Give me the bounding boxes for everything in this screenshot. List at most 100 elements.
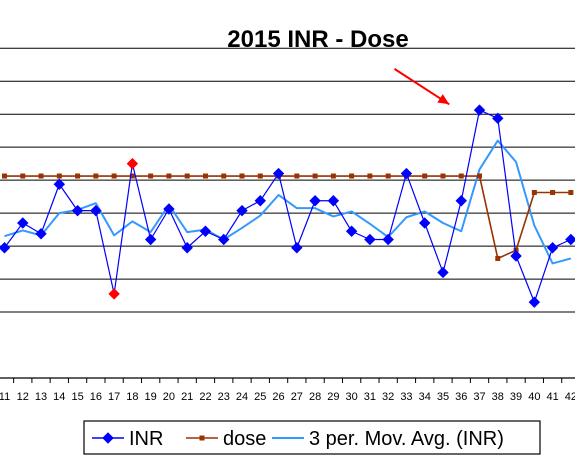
x-tick-label: 29 bbox=[327, 391, 339, 403]
inr-point bbox=[53, 178, 66, 190]
inr-point bbox=[492, 112, 504, 125]
inr-point bbox=[455, 195, 467, 207]
dose-point bbox=[513, 247, 519, 253]
dose-point bbox=[166, 173, 172, 179]
dose-point bbox=[184, 173, 190, 179]
dose-point bbox=[495, 255, 501, 261]
annotation-arrow-head bbox=[437, 94, 450, 105]
dose-point bbox=[2, 173, 7, 179]
x-tick-label: 40 bbox=[528, 391, 540, 403]
inr-point bbox=[437, 266, 449, 279]
series-line bbox=[4, 175, 571, 260]
inr-point bbox=[327, 195, 340, 207]
x-tick-label: 36 bbox=[455, 391, 467, 403]
legend-box bbox=[83, 420, 541, 455]
inr-point bbox=[272, 167, 285, 180]
series-inr bbox=[0, 104, 575, 308]
x-tick-label: 28 bbox=[309, 391, 321, 403]
x-tick-label: 23 bbox=[218, 391, 230, 403]
dose-point bbox=[349, 173, 355, 179]
inr-point bbox=[528, 296, 541, 308]
x-tick-label: 24 bbox=[236, 391, 248, 403]
legend-swatch-marker bbox=[102, 432, 114, 444]
inr-point bbox=[254, 195, 266, 207]
dose-point bbox=[221, 173, 227, 179]
inr-point bbox=[0, 242, 11, 254]
x-tick-label: 31 bbox=[364, 391, 376, 403]
inr-point bbox=[199, 225, 212, 237]
inr-point bbox=[35, 228, 47, 240]
x-tick-label: 35 bbox=[437, 391, 449, 403]
legend-label: INR bbox=[129, 428, 163, 450]
dose-point bbox=[440, 173, 446, 179]
inr-point bbox=[309, 195, 321, 207]
inr-point bbox=[345, 225, 358, 237]
inr-point bbox=[218, 233, 230, 246]
x-tick-label: 20 bbox=[163, 391, 175, 403]
chart-title: 2015 INR - Dose bbox=[227, 26, 408, 53]
inr-point bbox=[17, 217, 29, 229]
inr-point bbox=[473, 104, 486, 116]
dose-point bbox=[422, 173, 428, 179]
dose-point bbox=[458, 173, 464, 179]
dose-point bbox=[477, 173, 483, 179]
inr-point bbox=[510, 250, 522, 262]
inr-point bbox=[163, 203, 175, 215]
x-tick-label: 26 bbox=[272, 391, 284, 403]
x-tick-label: 14 bbox=[53, 391, 65, 403]
legend-label: 3 per. Mov. Avg. (INR) bbox=[309, 428, 504, 450]
dose-point bbox=[93, 173, 99, 179]
x-tick-label: 41 bbox=[546, 391, 558, 403]
inr-point bbox=[71, 204, 84, 217]
inr-point bbox=[126, 157, 139, 170]
legend-entry-inr: INR bbox=[92, 428, 163, 450]
x-tick-label: 22 bbox=[199, 391, 211, 403]
dose-point bbox=[385, 173, 391, 179]
legend-entry-moving-avg: 3 per. Mov. Avg. (INR) bbox=[272, 428, 504, 450]
x-tick-label: 38 bbox=[492, 391, 504, 403]
x-tick-label: 16 bbox=[90, 391, 102, 403]
inr-point bbox=[565, 233, 575, 246]
dose-point bbox=[56, 173, 62, 179]
inr-point bbox=[400, 167, 413, 180]
dose-point bbox=[312, 173, 318, 179]
gridlines bbox=[0, 47, 575, 313]
dose-point bbox=[367, 173, 373, 179]
dose-point bbox=[111, 173, 117, 179]
dose-point bbox=[148, 173, 154, 179]
plot-series bbox=[0, 104, 575, 308]
x-tick-label: 33 bbox=[400, 391, 412, 403]
x-tick-label: 32 bbox=[382, 391, 394, 403]
legend-entry-dose: dose bbox=[186, 428, 266, 450]
legend: INR dose 3 per. Mov. Avg. (INR) bbox=[83, 420, 541, 455]
inr-point bbox=[181, 242, 193, 254]
inr-point bbox=[144, 233, 157, 246]
inr-point bbox=[90, 204, 102, 217]
inr-point bbox=[291, 242, 303, 254]
dose-point bbox=[239, 173, 245, 179]
dose-point bbox=[75, 173, 81, 179]
x-tick-label: 39 bbox=[510, 391, 522, 403]
series-line bbox=[4, 109, 572, 303]
inr-point bbox=[546, 242, 559, 254]
x-tick-label: 30 bbox=[346, 391, 358, 403]
x-tick-label: 11 bbox=[0, 391, 10, 403]
inr-point bbox=[419, 217, 431, 229]
legend-label: dose bbox=[223, 428, 266, 450]
legend-swatch-marker bbox=[199, 435, 205, 441]
annotation-layer bbox=[393, 68, 450, 106]
dose-point bbox=[257, 173, 263, 179]
dose-point bbox=[20, 173, 26, 179]
x-tick-label: 34 bbox=[419, 391, 431, 403]
x-tick-label: 19 bbox=[145, 391, 157, 403]
dose-point bbox=[330, 173, 336, 179]
x-tick-label: 25 bbox=[254, 391, 266, 403]
inr-point bbox=[382, 233, 394, 246]
x-tick-label: 15 bbox=[71, 391, 83, 403]
x-tick-label: 27 bbox=[291, 391, 303, 403]
x-tick-label: 18 bbox=[126, 391, 138, 403]
inr-point bbox=[108, 288, 120, 300]
dose-point bbox=[550, 190, 556, 196]
